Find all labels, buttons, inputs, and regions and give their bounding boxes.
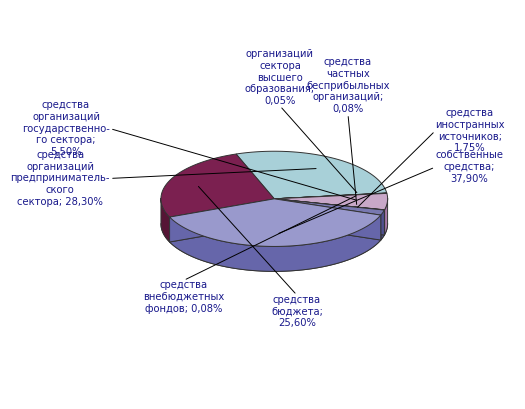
Polygon shape [274,199,384,235]
Polygon shape [274,199,384,235]
Text: собственные
средства;
37,90%: собственные средства; 37,90% [435,151,503,184]
Text: средства
иностранных
источников;
1,75%: средства иностранных источников; 1,75% [435,108,505,153]
Polygon shape [274,193,387,199]
Text: средства
внебюджетных
фондов; 0,08%: средства внебюджетных фондов; 0,08% [143,281,224,314]
Polygon shape [274,199,381,240]
Polygon shape [384,198,387,235]
Text: организаций
сектора
высшего
образования;
0,05%: организаций сектора высшего образования;… [245,49,315,106]
Polygon shape [274,199,384,235]
Text: средства
организаций
государственно-
го сектора;
5,50%: средства организаций государственно- го … [22,100,110,157]
Text: средства
организаций
предприниматель-
ского
сектора; 28,30%: средства организаций предприниматель- ск… [10,150,110,207]
Polygon shape [274,199,384,215]
Polygon shape [274,199,381,240]
Polygon shape [161,198,170,242]
Polygon shape [236,151,387,199]
Text: средства
бюджета;
25,60%: средства бюджета; 25,60% [271,295,323,328]
Polygon shape [274,199,384,235]
Text: средства
частных
бесприбыльных
организаций;
0,08%: средства частных бесприбыльных организац… [306,57,390,114]
Polygon shape [170,215,381,271]
Polygon shape [170,199,381,247]
Polygon shape [170,199,274,242]
Polygon shape [274,199,384,210]
Polygon shape [381,210,384,240]
Polygon shape [274,193,387,210]
Polygon shape [274,193,387,199]
Polygon shape [161,154,274,217]
Polygon shape [170,199,274,242]
